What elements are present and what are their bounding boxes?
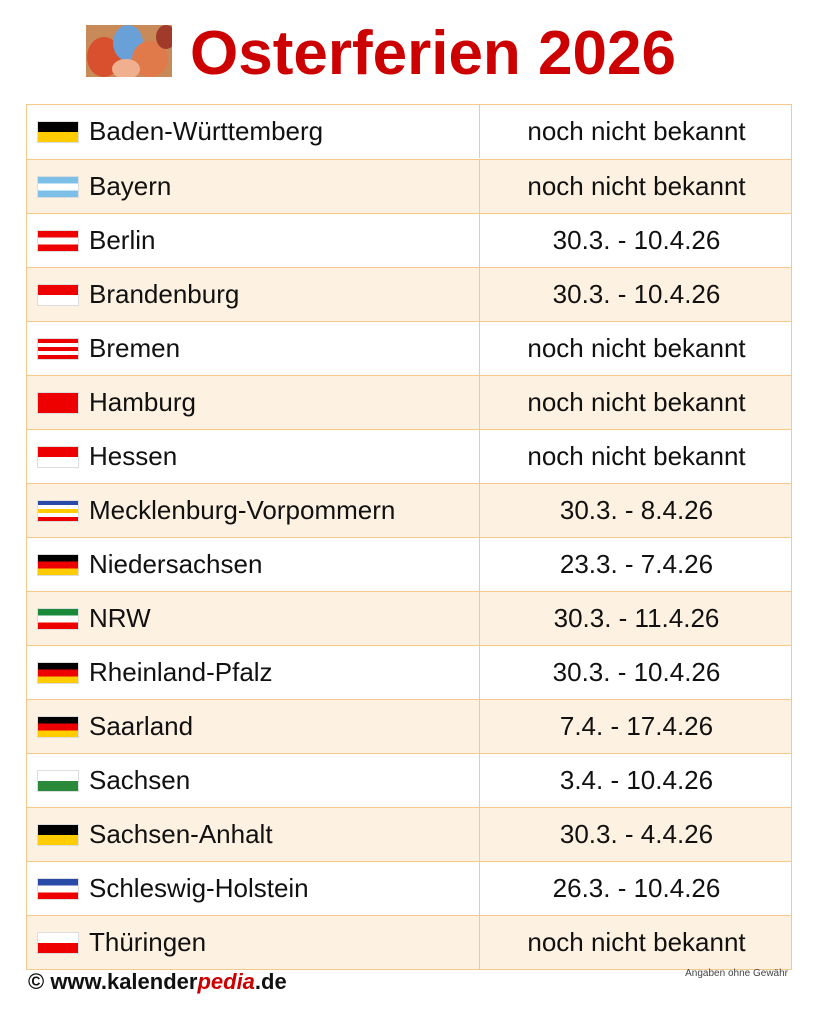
page-title: Osterferien 2026 — [190, 19, 676, 88]
holiday-dates: 30.3. - 4.4.26 — [479, 808, 793, 861]
holiday-dates: 30.3. - 11.4.26 — [479, 592, 793, 645]
state-flag — [37, 824, 79, 846]
state-flag — [37, 176, 79, 198]
holiday-dates: noch nicht bekannt — [479, 322, 793, 375]
state-flag — [37, 770, 79, 792]
table-row: NRW 30.3. - 11.4.26 — [27, 591, 791, 645]
holiday-dates: noch nicht bekannt — [479, 105, 793, 158]
table-row: Mecklenburg-Vorpommern 30.3. - 8.4.26 — [27, 483, 791, 537]
state-flag — [37, 338, 79, 360]
state-name: Brandenburg — [89, 279, 240, 309]
table-row: Baden-Württemberg noch nicht bekannt — [27, 105, 791, 159]
state-name: Berlin — [89, 225, 156, 255]
state-flag — [37, 230, 79, 252]
table-row: Sachsen-Anhalt 30.3. - 4.4.26 — [27, 807, 791, 861]
table-row: Saarland 7.4. - 17.4.26 — [27, 699, 791, 753]
holiday-dates: 30.3. - 10.4.26 — [479, 268, 793, 321]
state-flag — [37, 554, 79, 576]
easter-eggs-image — [86, 25, 172, 77]
state-flag — [37, 932, 79, 954]
state-name: Thüringen — [89, 927, 207, 957]
table-row: Thüringen noch nicht bekannt — [27, 915, 791, 969]
disclaimer: Angaben ohne Gewähr — [685, 968, 788, 979]
table-row: Hessen noch nicht bekannt — [27, 429, 791, 483]
holiday-dates: noch nicht bekannt — [479, 376, 793, 429]
state-name: Schleswig-Holstein — [89, 873, 309, 903]
table-row: Sachsen 3.4. - 10.4.26 — [27, 753, 791, 807]
state-name: Saarland — [89, 711, 194, 741]
table-row: Niedersachsen 23.3. - 7.4.26 — [27, 537, 791, 591]
holiday-dates: noch nicht bekannt — [479, 916, 793, 969]
state-name: Bremen — [89, 333, 181, 363]
site-brand: pedia — [197, 969, 255, 994]
holiday-dates: noch nicht bekannt — [479, 160, 793, 213]
state-name: Baden-Württemberg — [89, 116, 324, 146]
state-name: Hessen — [89, 441, 178, 471]
table-row: Berlin 30.3. - 10.4.26 — [27, 213, 791, 267]
state-name: Hamburg — [89, 387, 196, 417]
holiday-dates: 7.4. - 17.4.26 — [479, 700, 793, 753]
table-row: Brandenburg 30.3. - 10.4.26 — [27, 267, 791, 321]
holiday-dates: 30.3. - 10.4.26 — [479, 646, 793, 699]
holiday-dates: 30.3. - 8.4.26 — [479, 484, 793, 537]
holiday-dates: 3.4. - 10.4.26 — [479, 754, 793, 807]
footer-credit: © www.kalenderpedia.de — [28, 968, 287, 996]
site-url: © www.kalender — [28, 969, 198, 994]
holiday-dates: 23.3. - 7.4.26 — [479, 538, 793, 591]
state-flag — [37, 446, 79, 468]
table-row: Rheinland-Pfalz 30.3. - 10.4.26 — [27, 645, 791, 699]
table-row: Hamburg noch nicht bekannt — [27, 375, 791, 429]
state-flag — [37, 284, 79, 306]
state-flag — [37, 392, 79, 414]
state-flag — [37, 662, 79, 684]
state-name: Mecklenburg-Vorpommern — [89, 495, 396, 525]
state-flag — [37, 878, 79, 900]
state-name: Niedersachsen — [89, 549, 263, 579]
table-row: Bayern noch nicht bekannt — [27, 159, 791, 213]
state-flag — [37, 500, 79, 522]
state-flag — [37, 608, 79, 630]
state-name: NRW — [89, 603, 151, 633]
site-tld: .de — [254, 969, 287, 994]
table-row: Bremen noch nicht bekannt — [27, 321, 791, 375]
holiday-dates: noch nicht bekannt — [479, 430, 793, 483]
state-name: Sachsen — [89, 765, 191, 795]
state-flag — [37, 716, 79, 738]
holiday-dates: 30.3. - 10.4.26 — [479, 214, 793, 267]
state-name: Sachsen-Anhalt — [89, 819, 273, 849]
holiday-dates: 26.3. - 10.4.26 — [479, 862, 793, 915]
table-row: Schleswig-Holstein 26.3. - 10.4.26 — [27, 861, 791, 915]
state-name: Rheinland-Pfalz — [89, 657, 273, 687]
state-name: Bayern — [89, 171, 172, 201]
state-flag — [37, 121, 79, 143]
holiday-table: Baden-Württemberg noch nicht bekannt Bayer… — [26, 104, 792, 970]
